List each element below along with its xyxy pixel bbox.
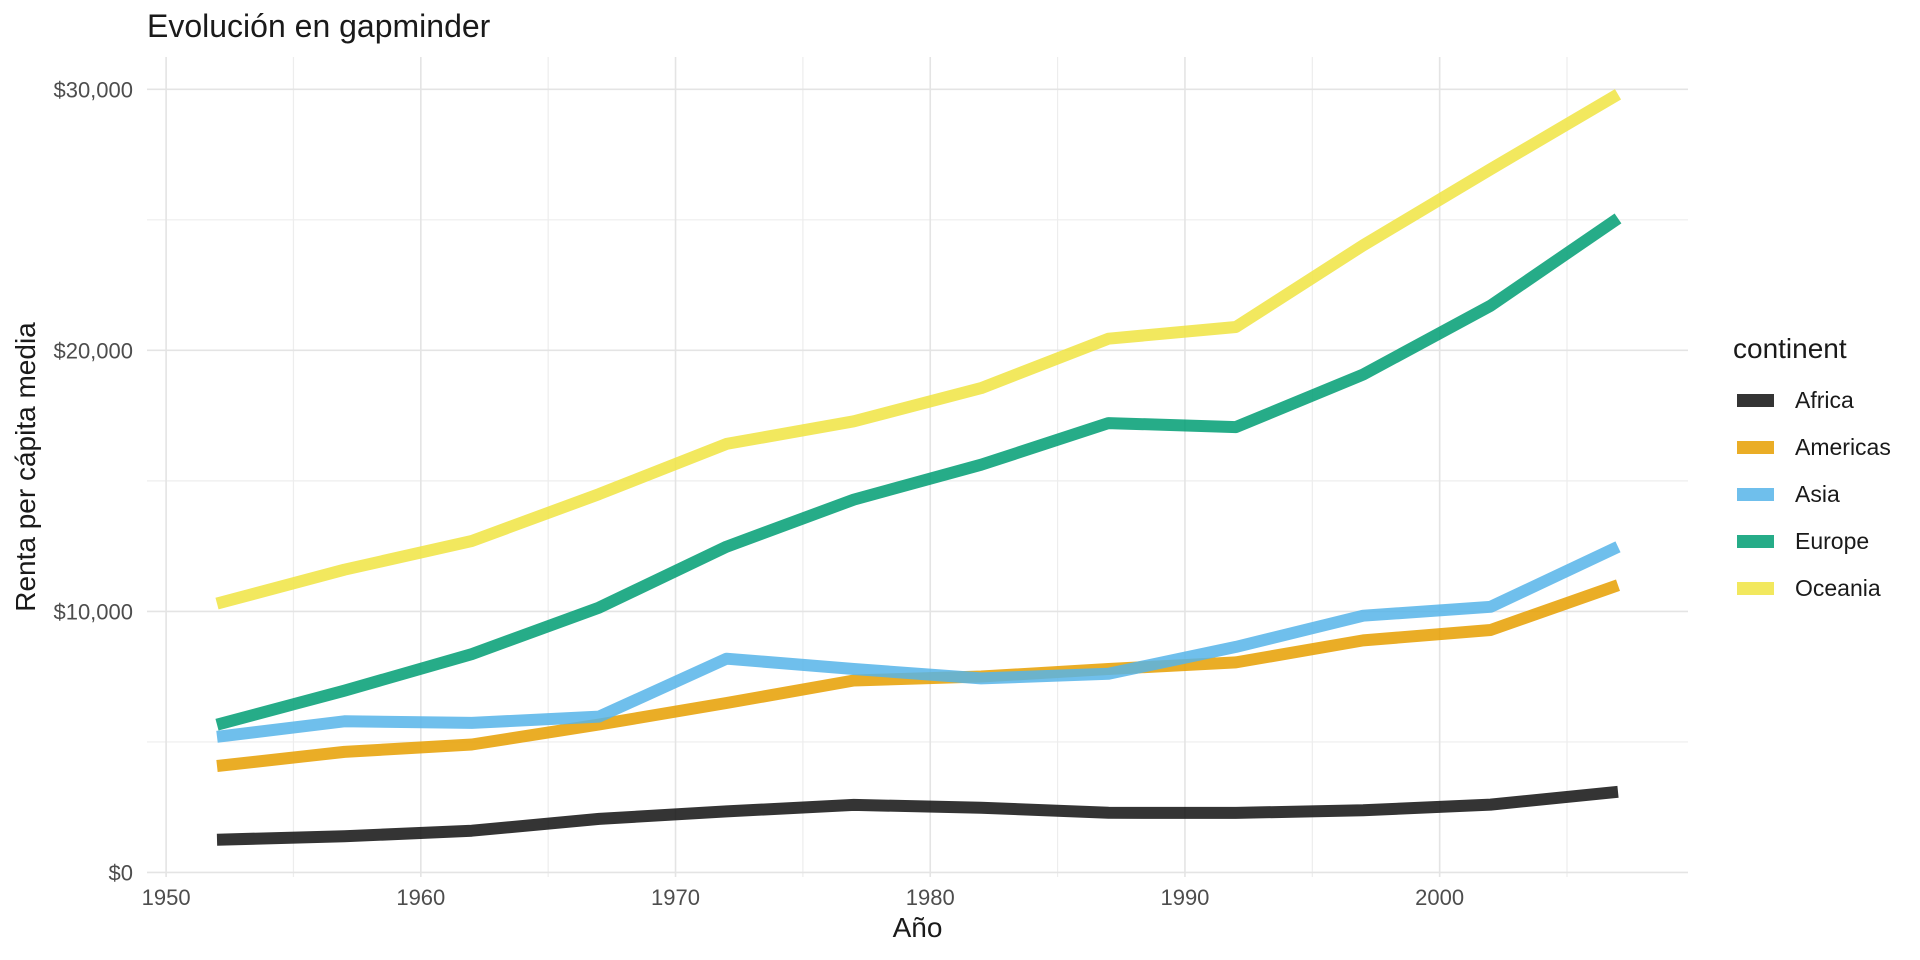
series-line-europe: [215, 213, 1622, 731]
x-axis-title: Año: [892, 912, 943, 943]
legend-label: Oceania: [1795, 575, 1881, 601]
series-line-oceania: [215, 89, 1622, 610]
legend-item-americas: Americas: [1733, 424, 1891, 471]
legend-label: Asia: [1795, 481, 1840, 507]
legend-swatch-oceania: [1737, 582, 1774, 595]
x-tick-label: 1970: [651, 885, 700, 910]
legend-item-asia: Asia: [1733, 471, 1891, 518]
y-axis-title: Renta per cápita media: [10, 322, 41, 612]
x-tick-label: 1980: [906, 885, 955, 910]
legend-item-oceania: Oceania: [1733, 565, 1891, 612]
legend-label: Americas: [1795, 434, 1891, 460]
legend-swatch-africa: [1737, 394, 1774, 407]
y-tick-label: $30,000: [53, 77, 133, 102]
legend-title: continent: [1733, 333, 1847, 364]
y-axis-tick-labels: $0 $10,000 $20,000 $30,000: [53, 77, 133, 885]
legend-label: Africa: [1795, 387, 1854, 413]
chart-title: Evolución en gapminder: [147, 8, 491, 44]
series-line-asia: [216, 541, 1621, 743]
x-axis-tick-labels: 1950 1960 1970 1980 1990 2000: [142, 885, 1465, 910]
y-tick-label: $0: [109, 860, 133, 885]
series-line-africa: [216, 785, 1619, 846]
y-tick-label: $10,000: [53, 599, 133, 624]
legend-item-europe: Europe: [1733, 518, 1891, 565]
legend-label: Europe: [1795, 528, 1870, 554]
x-tick-label: 2000: [1415, 885, 1464, 910]
legend-swatch-americas: [1737, 441, 1774, 454]
legend-swatch-europe: [1737, 535, 1774, 548]
legend-items: Africa Americas Asia Europe Oceania: [1733, 377, 1891, 612]
x-tick-label: 1950: [142, 885, 191, 910]
legend-item-africa: Africa: [1733, 377, 1891, 424]
x-tick-label: 1960: [396, 885, 445, 910]
x-tick-label: 1990: [1160, 885, 1209, 910]
legend: continent Africa Americas Asia Europe Oceani…: [1733, 333, 1891, 612]
series-lines: [215, 89, 1622, 846]
y-tick-label: $20,000: [53, 338, 133, 363]
legend-swatch-asia: [1737, 488, 1774, 501]
